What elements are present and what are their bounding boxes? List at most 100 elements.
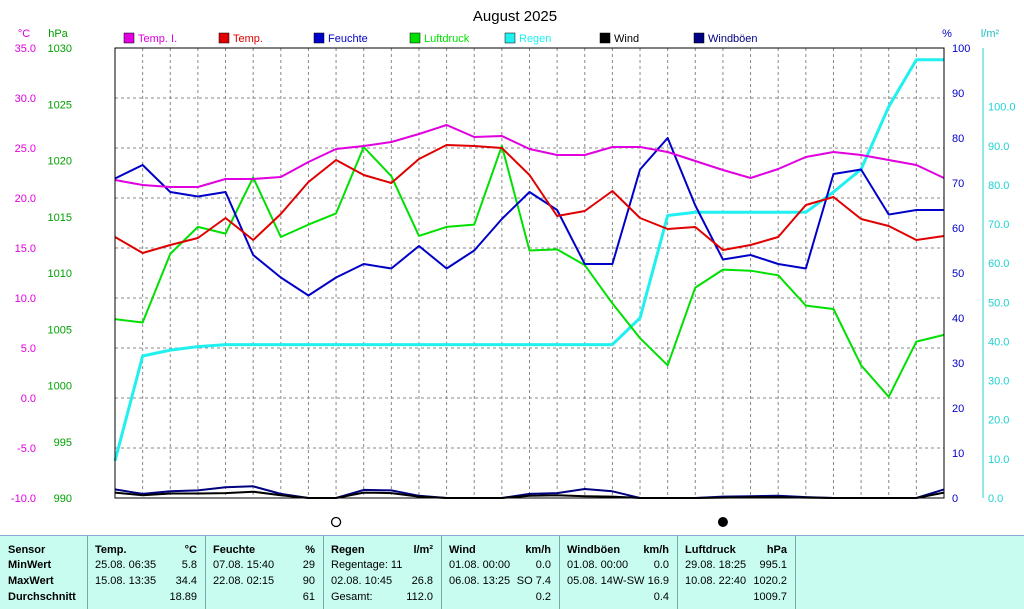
stats-avg-label: Durchschnitt — [8, 591, 76, 603]
stats-min-label: MinWert — [8, 559, 52, 571]
stats-wind-title: Wind — [449, 544, 476, 556]
stats-temp-column: Temp. °C 25.08. 06:35 5.8 15.08. 13:35 34.4… — [88, 536, 206, 609]
stats-gust-avg-val: 0.4 — [653, 591, 669, 603]
pressure-tick-label: 995 — [54, 437, 72, 449]
plot-frame — [114, 47, 945, 499]
moon-markers — [330, 516, 728, 528]
pressure-tick-label: 1030 — [48, 43, 72, 55]
rain-tick-label: 30.0 — [988, 376, 1009, 388]
stats-temp-max-time: 15.08. 13:35 — [95, 575, 157, 587]
stats-pressure-min-val: 995.1 — [759, 559, 787, 571]
legend-swatch — [123, 32, 135, 44]
stats-pressure-avg-val: 1009.7 — [753, 591, 787, 603]
stats-pressure-min-time: 29.08. 18:25 — [685, 559, 747, 571]
legend-swatch — [218, 32, 230, 44]
stats-rain-total-label: Gesamt: — [331, 591, 373, 603]
stats-temp-avg-val: 18.89 — [169, 591, 197, 603]
temp-tick-label: -10.0 — [11, 493, 36, 505]
rain-tick-label: 70.0 — [988, 219, 1009, 231]
chart-title: August 2025 — [473, 8, 557, 25]
legend-label: Feuchte — [328, 33, 368, 45]
humidity-axis-unit: % — [942, 28, 952, 40]
stats-rain-total-val: 112.0 — [406, 591, 433, 603]
stats-wind-max-time: 06.08. 13:25 — [449, 575, 511, 587]
stats-wind-min-val: 0.0 — [535, 559, 551, 571]
stats-temp-unit: °C — [184, 544, 197, 556]
stats-humidity-min-time: 07.08. 15:40 — [213, 559, 275, 571]
stats-temp-min-time: 25.08. 06:35 — [95, 559, 157, 571]
stats-gust-title: Windböen — [567, 544, 621, 556]
humidity-tick-label: 0 — [952, 493, 958, 505]
series-line-temp — [114, 144, 945, 254]
stats-rain-unit: l/m² — [413, 544, 433, 556]
rain-tick-label: 50.0 — [988, 297, 1009, 309]
temp-tick-label: 15.0 — [15, 243, 36, 255]
chart-legend: Temp. I. Temp. Feuchte Luftdruck Regen Wind Wi… — [123, 32, 758, 45]
stats-rain-max-time: 02.08. 10:45 — [331, 575, 393, 587]
stats-pressure-column: Luftdruck hPa 29.08. 18:25 995.1 10.08. 22… — [678, 536, 796, 609]
legend-swatch — [693, 32, 705, 44]
humidity-tick-label: 80 — [952, 133, 964, 145]
rain-tick-label: 100.0 — [988, 102, 1016, 114]
stats-wind-min-time: 01.08. 00:00 — [449, 559, 511, 571]
pressure-tick-label: 1015 — [48, 212, 72, 224]
legend-label: Wind — [614, 33, 639, 45]
stats-humidity-avg-val: 61 — [302, 591, 315, 603]
rain-tick-label: 90.0 — [988, 141, 1009, 153]
temp-tick-label: 30.0 — [15, 93, 36, 105]
series-line-feuchte — [114, 137, 944, 297]
stats-sensor-column: Sensor MinWert MaxWert Durchschnitt — [0, 536, 88, 609]
rain-tick-label: 20.0 — [988, 415, 1009, 427]
stats-wind-avg-val: 0.2 — [535, 591, 551, 603]
legend-label: Regen — [519, 33, 551, 45]
legend-label: Luftdruck — [424, 33, 470, 45]
humidity-tick-label: 60 — [952, 223, 964, 235]
series-line-regen — [113, 58, 944, 462]
stats-temp-min-val: 5.8 — [181, 559, 197, 571]
chart-series — [113, 58, 945, 499]
humidity-tick-label: 100 — [952, 43, 970, 55]
temp-tick-label: 25.0 — [15, 143, 36, 155]
legend-label: Windböen — [708, 33, 758, 45]
legend-swatch — [599, 32, 611, 44]
temp-tick-label: 20.0 — [15, 193, 36, 205]
stats-pressure-max-val: 1020.2 — [753, 575, 787, 587]
rain-tick-label: 80.0 — [988, 180, 1009, 192]
rain-tick-label: 40.0 — [988, 336, 1009, 348]
pressure-axis-unit: hPa — [48, 28, 68, 40]
stats-rain-column: Regen l/m² Regentage: 11 02.08. 10:45 26.8… — [324, 536, 442, 609]
humidity-tick-label: 50 — [952, 268, 964, 280]
stats-humidity-max-time: 22.08. 02:15 — [213, 575, 275, 587]
humidity-tick-label: 70 — [952, 178, 964, 190]
stats-rain-title: Regen — [331, 544, 365, 556]
legend-label: Temp. — [233, 33, 263, 45]
pressure-tick-label: 990 — [54, 493, 72, 505]
stats-gust-column: Windböen km/h 01.08. 00:00 0.0 05.08. 14W-… — [560, 536, 678, 609]
humidity-tick-label: 10 — [952, 448, 964, 460]
legend-swatch — [409, 32, 421, 44]
legend-swatch — [313, 32, 325, 44]
temp-tick-label: -5.0 — [17, 443, 36, 455]
stats-max-label: MaxWert — [8, 575, 54, 587]
weather-chart: August 2025 °C hPa % l/m² Temp. I. Temp. F… — [11, 8, 1016, 528]
stats-rain-max-val: 26.8 — [411, 575, 433, 587]
stats-humidity-max-val: 90 — [302, 575, 315, 587]
stats-pressure-max-time: 10.08. 22:40 — [685, 575, 747, 587]
pressure-tick-label: 1000 — [48, 381, 72, 393]
series-line-luftdruck — [114, 144, 945, 398]
full-moon-icon — [330, 516, 342, 528]
stats-pressure-title: Luftdruck — [685, 544, 736, 556]
humidity-tick-label: 40 — [952, 313, 964, 325]
legend-swatch — [504, 32, 516, 44]
stats-humidity-min-val: 29 — [302, 559, 315, 571]
stats-temp-title: Temp. — [95, 544, 127, 556]
stats-humidity-title: Feuchte — [213, 544, 256, 556]
temp-axis-unit: °C — [18, 28, 30, 40]
stats-gust-max-time: 05.08. 14W-SW — [567, 575, 645, 587]
humidity-tick-label: 30 — [952, 358, 964, 370]
chart-grid — [115, 48, 944, 498]
temp-tick-label: 35.0 — [15, 43, 36, 55]
humidity-tick-label: 90 — [952, 88, 964, 100]
humidity-tick-label: 20 — [952, 403, 964, 415]
stats-gust-min-time: 01.08. 00:00 — [567, 559, 629, 571]
